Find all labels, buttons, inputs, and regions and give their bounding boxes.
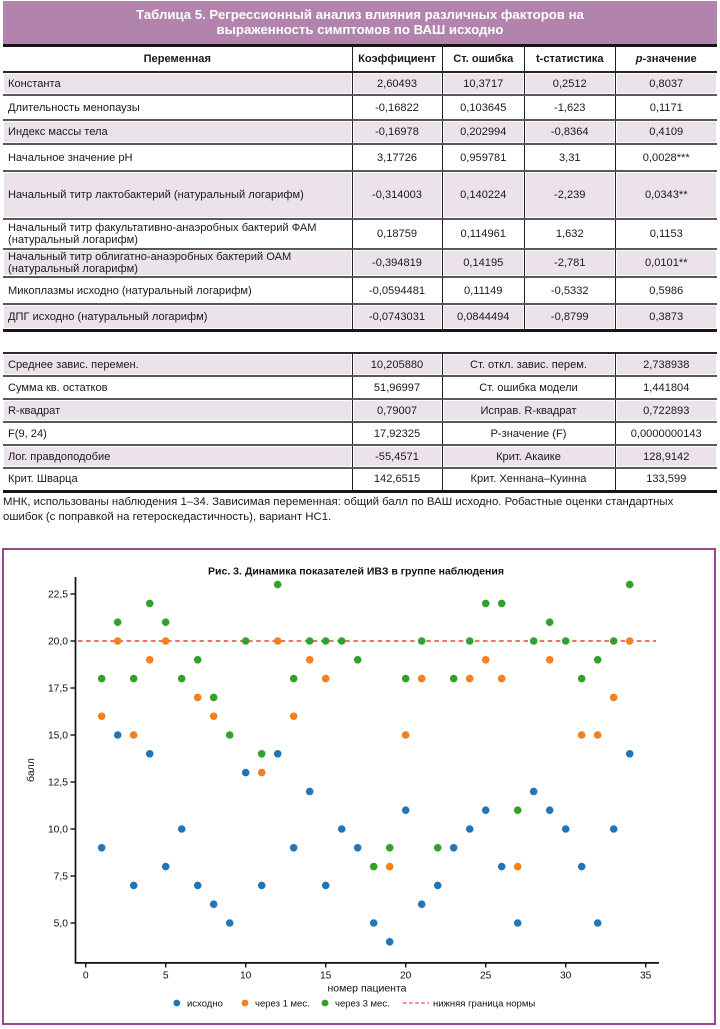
svg-text:17,5: 17,5 xyxy=(48,684,68,695)
svg-text:25: 25 xyxy=(480,971,492,982)
svg-text:исходно: исходно xyxy=(187,999,223,1010)
svg-text:балл: балл xyxy=(25,758,37,782)
svg-text:10,0: 10,0 xyxy=(48,825,68,836)
svg-text:22,5: 22,5 xyxy=(48,590,68,601)
svg-text:30: 30 xyxy=(560,971,572,982)
svg-text:15: 15 xyxy=(320,971,332,982)
svg-text:5: 5 xyxy=(163,971,169,982)
svg-text:через 3 мес.: через 3 мес. xyxy=(335,999,390,1010)
svg-text:0: 0 xyxy=(83,971,89,982)
svg-text:номер пациента: номер пациента xyxy=(327,983,406,995)
svg-text:20: 20 xyxy=(400,971,412,982)
svg-text:5,0: 5,0 xyxy=(54,919,69,930)
svg-text:10: 10 xyxy=(240,971,252,982)
svg-text:15,0: 15,0 xyxy=(48,731,68,742)
svg-text:35: 35 xyxy=(640,971,652,982)
svg-text:7,5: 7,5 xyxy=(54,872,69,883)
svg-text:через 1 мес.: через 1 мес. xyxy=(255,999,310,1010)
svg-text:Рис. 3. Динамика показателей И: Рис. 3. Динамика показателей ИВЗ в групп… xyxy=(208,566,504,578)
svg-text:12,5: 12,5 xyxy=(48,778,68,789)
svg-text:20,0: 20,0 xyxy=(48,637,68,648)
svg-text:нижняя граница нормы: нижняя граница нормы xyxy=(433,999,535,1010)
